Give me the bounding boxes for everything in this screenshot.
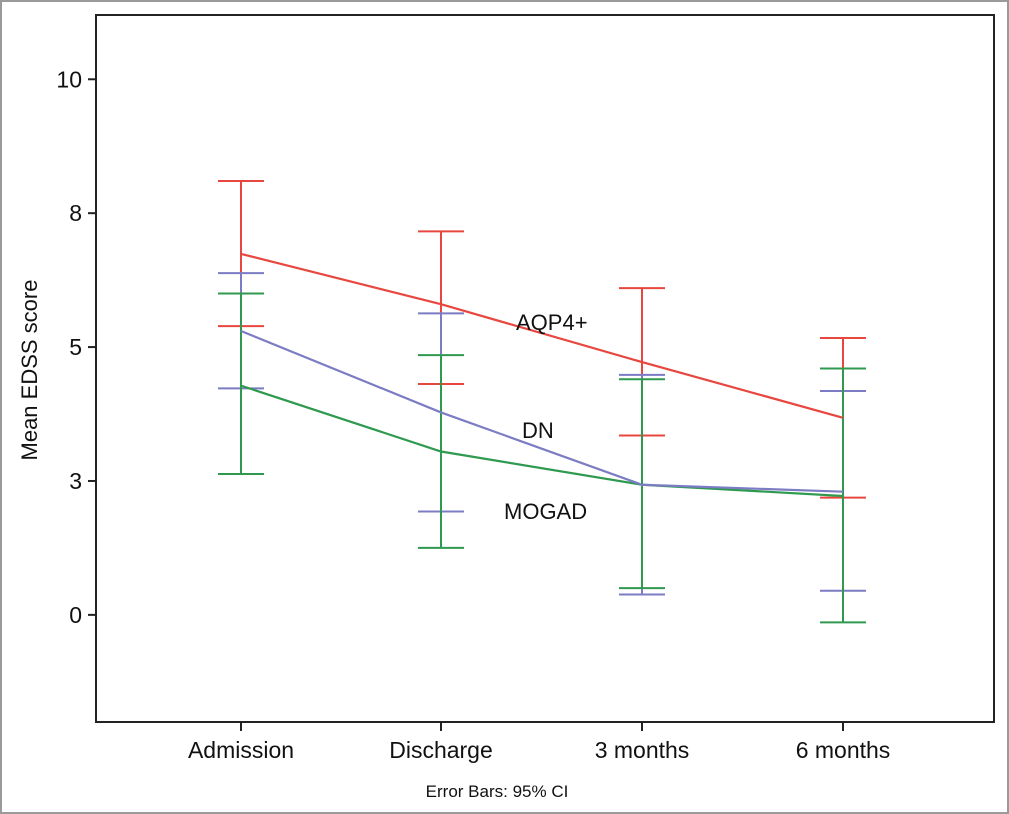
- y-axis-title: Mean EDSS score: [17, 280, 42, 461]
- series-lines: [240, 252, 844, 498]
- error-bars: [218, 180, 866, 624]
- x-tick-label: 6 months: [796, 737, 891, 763]
- y-tick-label: 3: [69, 468, 82, 494]
- series-label: AQP4+: [516, 310, 588, 335]
- series-line-aqp4-: [240, 252, 844, 419]
- x-tick-label: 3 months: [595, 737, 690, 763]
- y-axis: 0 3 5 8 10: [56, 66, 96, 628]
- y-tick-label: 8: [69, 200, 82, 226]
- series-label: DN: [522, 418, 554, 443]
- series-labels: AQP4+ DN MOGAD: [504, 310, 588, 524]
- x-axis: Admission Discharge 3 months 6 months: [188, 722, 890, 763]
- y-tick-label: 10: [56, 66, 82, 92]
- y-tick-label: 0: [69, 602, 82, 628]
- series-line-dn: [240, 329, 844, 493]
- error-bars-note: Error Bars: 95% CI: [426, 782, 569, 801]
- x-tick-label: Admission: [188, 737, 294, 763]
- y-tick-label: 5: [69, 334, 82, 360]
- x-tick-label: Discharge: [389, 737, 493, 763]
- series-line-mogad: [240, 384, 844, 498]
- series-label: MOGAD: [504, 499, 587, 524]
